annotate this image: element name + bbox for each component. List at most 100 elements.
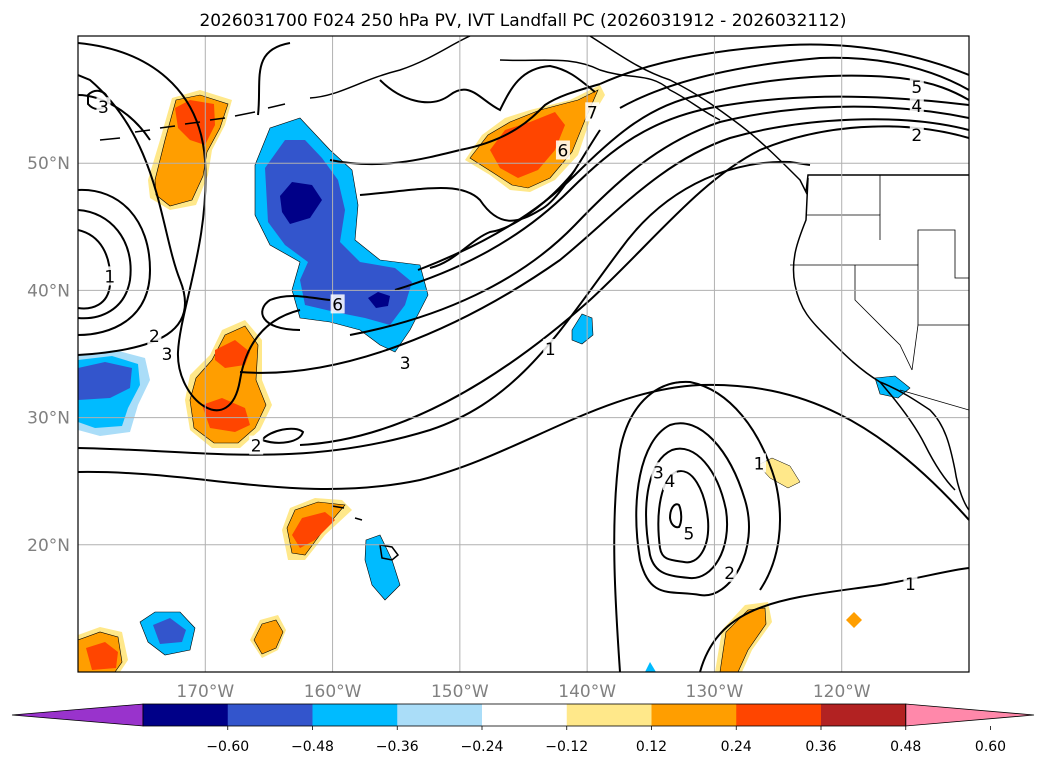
contour-label: 1 [754,454,765,474]
pos-blob-subtropical-core-s [202,398,250,432]
x-tick-label: 160°W [304,682,362,702]
colorbar-tick-label: 0.12 [636,739,667,755]
contour-label: 1 [104,267,115,287]
pv-contour-2-east [299,125,969,446]
y-tick-label: 20°N [27,536,70,556]
pv-contour-upper [379,64,596,112]
colorbar-segment [651,704,737,726]
y-tick-label: 50°N [27,154,70,174]
contour-label-bg [751,453,766,473]
pv-contour-trough-2 [261,294,331,331]
colorbar-segment [227,704,313,726]
contour-label-bg [249,435,264,455]
contour-label: 4 [911,97,922,117]
pv-contour-high-5 [668,503,683,529]
neg-blob-tiny-south [645,662,656,672]
contour-label-bg [102,266,117,286]
coast-hawaii [331,505,400,561]
x-tick-label: 150°W [431,682,489,702]
pv-contour-1-diagonal [78,160,811,456]
contour-label-bg [96,97,111,117]
contour-label-bg [903,574,918,594]
contour-label: 6 [332,295,343,315]
contour-label-bg [909,95,924,115]
y-tick-label: 40°N [27,281,70,301]
contour-label: 1 [905,575,916,595]
pv-contour-1-se [699,567,969,672]
coast-baja [879,381,956,491]
colorbar-frame [142,703,907,727]
colorbar-segment [821,704,907,726]
contour-label: 2 [724,564,735,584]
pv-contour-trough-1 [257,42,291,116]
coast-aleutians [99,103,286,141]
coast-alaska-south [499,59,721,121]
contour-label-bg [651,462,666,482]
pv-contour-west-2 [78,209,132,320]
pos-blob-farse [846,612,862,628]
colorbar-tick-label: 0.36 [805,739,836,755]
colorbar-tick-label: 0.48 [890,739,921,755]
colorbar-segment [143,704,229,726]
chart-title: 2026031700 F024 250 hPa PV, IVT Landfall… [199,11,846,31]
pos-blob-swcorner-core [86,642,118,670]
pv-contour-east-lobe [429,169,576,269]
contour-label-bg [722,562,737,582]
contour-label-bg [681,523,696,543]
pv-contour-loop-2 [261,427,305,444]
colorbar-tick-label: −0.12 [545,739,588,755]
pv-contour-ridge-c [349,105,969,336]
pv-contour-4-north [619,56,969,109]
pos-blob-offbaja [757,457,801,489]
map-frame [77,35,970,673]
contour-label: 4 [664,472,675,492]
colorbar-segment [482,704,568,726]
x-tick-label: 140°W [558,682,616,702]
gridlines [78,36,969,672]
contour-label: 5 [911,78,922,98]
contour-label: 6 [558,141,569,161]
colorbar-tick-label: 0.24 [721,739,752,755]
colorbar-tick-label: −0.60 [206,739,249,755]
colorbar-extend-low [11,703,144,727]
colorbar-segment [566,704,652,726]
contour-label: 3 [98,98,109,118]
neg-blob-aleutian-core [280,182,322,224]
border-ca-nv [854,265,913,371]
colorbar-extend-high [905,703,1035,727]
pos-blob-southhawaii-mid [253,619,284,655]
pv-contour-west-1 [78,188,152,336]
pv-contour-ridge-b [394,95,969,291]
pos-blob-nwhawaii-core [292,512,335,548]
contour-label: 2 [911,126,922,146]
contour-label: 3 [653,463,664,483]
contour-label-bg [160,344,175,363]
colorbar-segment [736,704,822,726]
neg-blob-central-core [368,292,390,308]
contour-label: 5 [684,524,695,544]
contour-label-bg [585,102,600,122]
state-borders [790,175,969,411]
contour-label: 2 [251,437,262,457]
contour-label: 1 [545,340,556,360]
colorbar: −0.60 −0.48 −0.36 −0.24 −0.12 0.12 0.24 0.36 0.4… [11,703,1035,755]
neg-blob-hawaii [364,534,401,601]
x-tick-labels: 170°W 160°W 150°W 140°W 130°W 120°W [176,682,870,702]
contour-label-bg [543,338,558,358]
colorbar-tick-label: −0.48 [291,739,334,755]
contour-label-bg [330,294,345,314]
x-tick-label: 120°W [813,682,871,702]
pos-blob-southeast-mid [719,607,767,672]
pv-contour-west-outer [78,74,186,356]
contour-label: 3 [162,345,173,365]
border-az-sonora [899,324,969,411]
colorbar-tick-label: 0.60 [975,739,1006,755]
pv-contour-1-south [78,383,969,521]
contour-label-bg [147,326,162,346]
y-tick-label: 30°N [27,409,70,429]
contour-label: 7 [587,103,598,123]
border-id-east [879,175,969,279]
neg-blob-west-core [78,362,132,400]
